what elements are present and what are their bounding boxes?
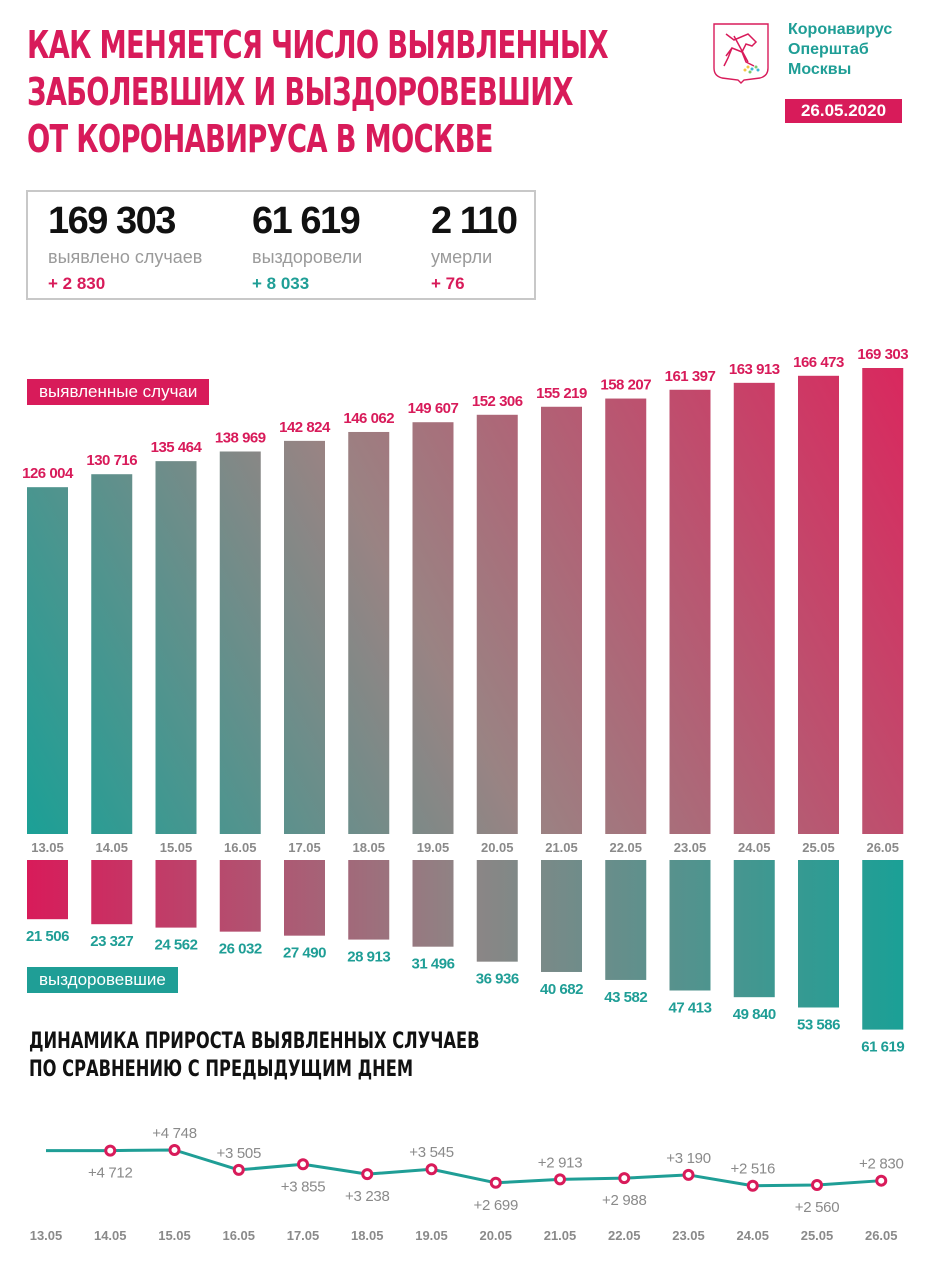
recovered-bar — [605, 860, 647, 980]
page-title: КАК МЕНЯЕТСЯ ЧИСЛО ВЫЯВЛЕННЫХ ЗАБОЛЕВШИХ… — [27, 22, 609, 163]
date-label: 13.05 — [31, 840, 64, 855]
recovered-bar — [412, 860, 454, 947]
recovered-value-label: 36 936 — [476, 971, 519, 988]
cases-bar — [348, 431, 390, 834]
line-chart-title: ДИНАМИКА ПРИРОСТА ВЫЯВЛЕННЫХ СЛУЧАЕВ ПО … — [29, 1028, 480, 1084]
stat-value: 61 619 — [252, 200, 361, 242]
summary-box: 169 303 выявлено случаев + 2 830 61 619 … — [26, 190, 536, 300]
date-label: 20.05 — [481, 840, 514, 855]
date-label: 26.05 — [866, 840, 899, 855]
date-label: 19.05 — [417, 840, 450, 855]
recovered-bar — [733, 860, 775, 998]
stat-delta: + 2 830 — [48, 274, 106, 293]
org-line: Москвы — [788, 61, 852, 78]
cases-value-label: 135 464 — [151, 439, 203, 456]
cases-value-label: 169 303 — [857, 346, 908, 363]
cases-bar — [91, 474, 133, 834]
recovered-bar — [862, 860, 904, 1030]
recovered-value-label: 21 506 — [26, 928, 69, 945]
cases-bar — [541, 406, 582, 834]
recovered-value-label: 31 496 — [412, 956, 455, 973]
recovered-value-label: 24 562 — [155, 937, 198, 954]
stat-label: выявлено случаев — [48, 247, 203, 267]
recovered-value-label: 61 619 — [861, 1039, 904, 1056]
recovered-value-label: 26 032 — [219, 941, 262, 958]
recovered-bar — [348, 860, 390, 940]
date-label: 23.05 — [674, 840, 707, 855]
date-label: 24.05 — [738, 840, 771, 855]
recovered-value-label: 49 840 — [733, 1006, 776, 1023]
recovered-value-label: 27 490 — [283, 945, 326, 962]
cases-value-label: 149 607 — [408, 400, 459, 417]
recovered-bar — [541, 860, 582, 972]
recovered-value-label: 23 327 — [90, 933, 133, 950]
cases-bar — [476, 414, 518, 834]
recovered-bar — [155, 860, 197, 928]
stat-label: умерли — [431, 247, 493, 267]
title-line: КАК МЕНЯЕТСЯ ЧИСЛО ВЫЯВЛЕННЫХ — [27, 23, 609, 67]
recovered-value-label: 47 413 — [669, 1000, 712, 1017]
recovered-value-label: 43 582 — [604, 989, 647, 1006]
cases-value-label: 166 473 — [793, 354, 844, 371]
title-line: ЗАБОЛЕВШИХ И ВЫЗДОРОВЕВШИХ — [27, 70, 574, 114]
cases-bar — [155, 461, 197, 834]
cases-value-label: 126 004 — [22, 465, 74, 482]
recovered-bar — [669, 860, 711, 991]
cases-bar — [284, 440, 325, 834]
cases-bar — [605, 398, 647, 834]
cases-bar — [862, 368, 904, 834]
recovered-bar — [27, 860, 68, 920]
date-label: 18.05 — [352, 840, 385, 855]
cases-bar — [219, 451, 261, 834]
cases-bar — [798, 375, 839, 834]
recovered-bar — [91, 860, 133, 925]
subtitle-line: ПО СРАВНЕНИЮ С ПРЕДЫДУЩИМ ДНЕМ — [29, 1057, 414, 1082]
cases-value-label: 142 824 — [279, 419, 331, 436]
cases-bar — [412, 422, 454, 834]
recovered-value-label: 28 913 — [347, 949, 390, 966]
moscow-coat-of-arms-icon — [712, 22, 770, 89]
stat-value: 169 303 — [48, 200, 176, 242]
stat-delta: + 76 — [431, 274, 465, 293]
cases-value-label: 163 913 — [729, 361, 780, 378]
recovered-value-label: 53 586 — [797, 1016, 840, 1033]
cases-value-label: 138 969 — [215, 429, 266, 446]
cases-bar — [733, 382, 775, 834]
recovered-bar — [798, 860, 839, 1008]
subtitle-line: ДИНАМИКА ПРИРОСТА ВЫЯВЛЕННЫХ СЛУЧАЕВ — [29, 1029, 480, 1054]
legend-recovered: выздоровевшие — [27, 967, 178, 993]
stat-value: 2 110 — [431, 200, 518, 242]
date-label: 22.05 — [609, 840, 642, 855]
stat-delta: + 8 033 — [252, 274, 310, 293]
cases-bar — [669, 389, 711, 834]
recovered-bar — [284, 860, 325, 936]
cases-bar — [27, 487, 68, 834]
date-label: 25.05 — [802, 840, 835, 855]
organization-name: Коронавирус Оперштаб Москвы — [788, 20, 892, 80]
stat-label: выздоровели — [252, 247, 363, 267]
recovered-value-label: 40 682 — [540, 981, 583, 998]
cases-value-label: 161 397 — [665, 368, 716, 385]
cases-value-label: 155 219 — [536, 385, 587, 402]
org-line: Коронавирус — [788, 21, 893, 38]
cases-value-label: 152 306 — [472, 393, 523, 410]
title-line: ОТ КОРОНАВИРУСА В МОСКВЕ — [27, 117, 493, 161]
legend-cases: выявленные случаи — [27, 379, 210, 405]
cases-value-label: 130 716 — [86, 452, 137, 469]
date-label: 16.05 — [224, 840, 257, 855]
recovered-bar — [476, 860, 518, 962]
date-label: 21.05 — [545, 840, 578, 855]
date-label: 15.05 — [160, 840, 193, 855]
date-label: 17.05 — [288, 840, 321, 855]
date-badge: 26.05.2020 — [785, 99, 902, 123]
org-line: Оперштаб — [788, 41, 869, 58]
recovered-bar — [219, 860, 261, 932]
date-label: 14.05 — [95, 840, 128, 855]
cases-value-label: 158 207 — [600, 377, 651, 394]
cases-value-label: 146 062 — [343, 410, 394, 427]
